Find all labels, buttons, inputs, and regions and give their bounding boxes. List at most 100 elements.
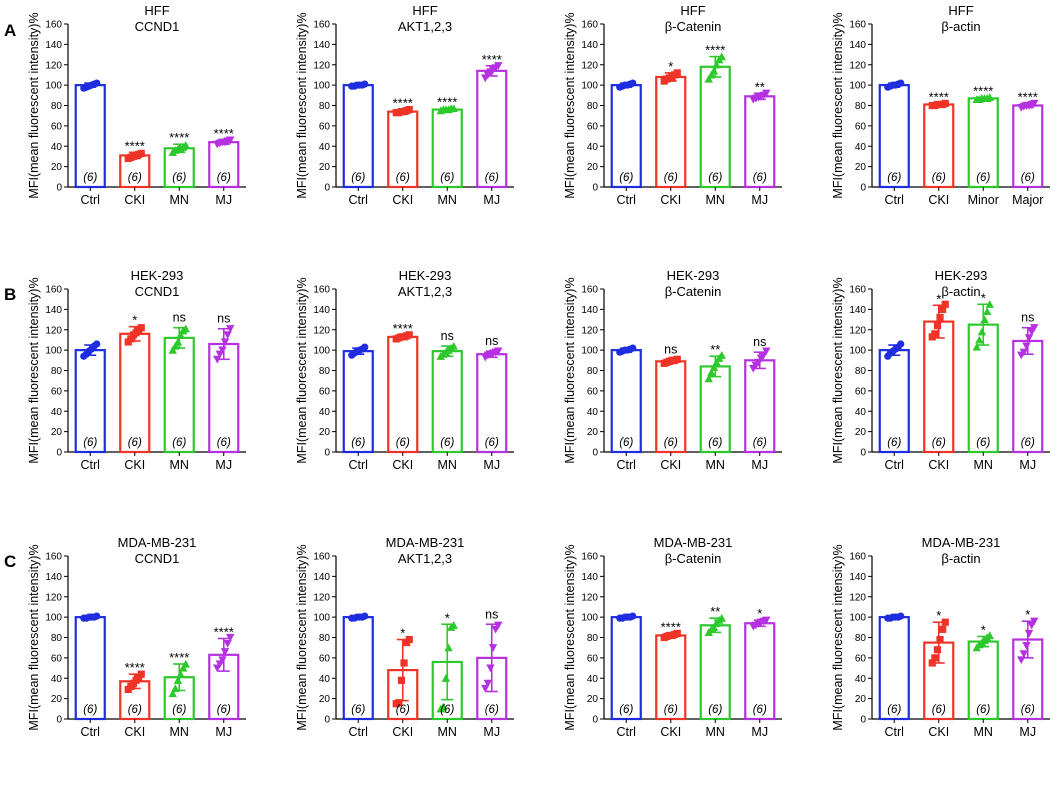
bar-mj: [476, 353, 508, 454]
n-label: (6): [485, 704, 499, 716]
x-tick-label: Ctrl: [885, 725, 904, 739]
data-point: [717, 351, 726, 359]
x-tick-label: Minor: [968, 193, 999, 207]
data-point: [181, 324, 190, 333]
significance-label: **: [755, 79, 765, 94]
y-tick-label: 160: [313, 20, 330, 31]
data-point: [220, 648, 230, 656]
y-tick-label: 120: [849, 60, 866, 71]
y-tick-label: 140: [849, 305, 866, 316]
data-point: [975, 335, 984, 344]
n-label: (6): [172, 172, 186, 184]
bar-mj: [208, 342, 240, 454]
x-tick-label: MN: [438, 458, 457, 472]
data-point: [441, 674, 451, 682]
x-tick-label: CKI: [928, 458, 949, 472]
y-tick-label: 0: [860, 183, 866, 194]
chart-subtitle: β-Catenin: [665, 551, 722, 566]
y-tick-label: 120: [581, 60, 598, 71]
data-point: [712, 60, 721, 69]
y-tick-label: 160: [581, 20, 598, 31]
significance-label: ns: [753, 335, 766, 349]
bar-cki: [119, 154, 151, 189]
bar-cki: [119, 332, 151, 454]
data-point: [709, 623, 719, 631]
data-point: [985, 93, 994, 101]
row-label-b: B: [4, 285, 16, 304]
n-label: (6): [128, 437, 142, 449]
significance-label: ****: [1018, 89, 1038, 104]
significance-label: ****: [169, 650, 189, 665]
bar-major: [1012, 104, 1044, 189]
y-tick-label: 0: [324, 715, 330, 726]
chart-title: HEK-293: [935, 268, 988, 283]
y-tick-label: 80: [319, 101, 331, 112]
x-tick-label: Ctrl: [885, 458, 904, 472]
y-tick-label: 40: [51, 407, 63, 418]
chart-subtitle: β-Catenin: [665, 19, 722, 34]
y-tick-label: 140: [45, 305, 62, 316]
bar-mj: [1012, 339, 1044, 454]
y-tick-label: 0: [56, 183, 62, 194]
y-tick-label: 0: [324, 448, 330, 459]
data-point: [127, 335, 135, 343]
x-tick-label: MN: [706, 725, 725, 739]
y-tick-label: 120: [45, 60, 62, 71]
significance-label: ****: [214, 126, 234, 141]
data-point: [673, 355, 681, 363]
data-point: [1024, 629, 1034, 638]
significance-label: *: [1025, 607, 1030, 622]
data-point: [168, 345, 177, 354]
y-tick-label: 80: [587, 101, 599, 112]
y-tick-label: 160: [849, 20, 866, 31]
n-label: (6): [217, 172, 231, 184]
chart-title: HEK-293: [667, 268, 720, 283]
data-point: [220, 338, 230, 347]
chart-title: HFF: [948, 3, 973, 18]
y-tick-label: 0: [592, 183, 598, 194]
x-tick-label: CKI: [928, 725, 949, 739]
x-tick-label: MN: [170, 725, 189, 739]
x-tick-label: MN: [974, 458, 993, 472]
data-point: [213, 355, 222, 364]
data-point: [982, 307, 992, 316]
data-point: [173, 676, 183, 684]
y-tick-label: 20: [319, 162, 331, 173]
y-axis-label: MFI(mean fluorescent intensity)%: [831, 12, 845, 198]
y-tick-label: 40: [51, 142, 63, 153]
n-label: (6): [396, 437, 410, 449]
y-tick-label: 60: [51, 121, 63, 132]
significance-label: ****: [661, 619, 681, 634]
x-tick-label: MJ: [215, 725, 232, 739]
x-tick-label: CKI: [660, 725, 681, 739]
y-tick-label: 120: [849, 325, 866, 336]
n-label: (6): [664, 437, 678, 449]
significance-label: ****: [705, 43, 725, 58]
chart-title: MDA-MB-231: [386, 535, 465, 550]
n-label: (6): [753, 437, 767, 449]
y-tick-label: 0: [860, 448, 866, 459]
data-point: [1022, 342, 1031, 351]
bar-ctrl: [342, 84, 374, 189]
y-tick-label: 160: [581, 285, 598, 296]
data-point: [449, 341, 458, 350]
n-label: (6): [351, 172, 365, 184]
y-tick-label: 100: [45, 346, 62, 357]
data-point: [762, 616, 771, 625]
y-tick-label: 140: [581, 40, 598, 51]
n-label: (6): [708, 704, 722, 716]
data-point: [704, 74, 713, 83]
significance-label: ns: [173, 311, 186, 325]
significance-label: ****: [125, 660, 145, 675]
significance-label: ns: [485, 334, 498, 348]
data-point: [707, 70, 716, 79]
data-point: [709, 66, 719, 75]
n-label: (6): [932, 172, 946, 184]
data-point: [173, 337, 183, 346]
bar-cki: [923, 320, 955, 454]
data-point: [494, 621, 503, 630]
data-point: [707, 368, 716, 377]
